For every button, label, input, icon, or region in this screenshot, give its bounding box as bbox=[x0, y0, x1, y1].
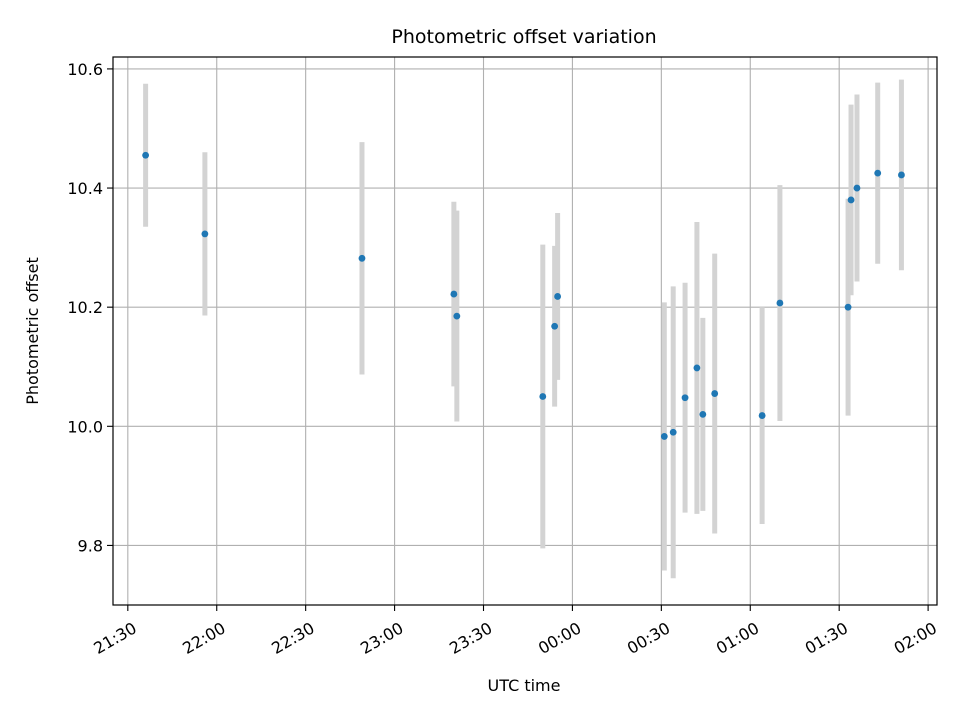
x-axis-label: UTC time bbox=[488, 676, 561, 695]
data-point bbox=[847, 196, 855, 204]
grid-lines bbox=[113, 57, 937, 605]
data-point bbox=[660, 433, 668, 440]
data-point bbox=[874, 169, 882, 177]
data-point bbox=[669, 428, 677, 436]
y-tick-label: 9.8 bbox=[78, 536, 103, 555]
y-axis-ticks: 9.8 10.0 10.2 10.4 10.6 bbox=[67, 60, 113, 555]
data-point bbox=[898, 171, 905, 179]
data-point bbox=[711, 390, 719, 397]
data-point bbox=[693, 364, 701, 372]
data-point bbox=[844, 303, 852, 311]
data-point bbox=[539, 393, 547, 400]
data-point bbox=[681, 394, 689, 402]
y-axis-label: Photometric offset bbox=[23, 257, 42, 405]
y-tick-label: 10.0 bbox=[67, 417, 103, 436]
data-point bbox=[142, 151, 150, 159]
data-point bbox=[453, 312, 461, 320]
data-point bbox=[699, 410, 707, 418]
data-point bbox=[853, 184, 861, 192]
data-point bbox=[358, 254, 366, 262]
data-point bbox=[450, 290, 458, 298]
data-point bbox=[551, 322, 559, 330]
data-point bbox=[776, 299, 784, 307]
data-points bbox=[142, 151, 905, 440]
y-tick-label: 10.6 bbox=[67, 60, 103, 79]
y-tick-label: 10.2 bbox=[67, 298, 103, 317]
chart-title: Photometric offset variation bbox=[391, 26, 656, 48]
data-point bbox=[201, 230, 209, 238]
plot-frame bbox=[112, 56, 938, 606]
data-point bbox=[554, 293, 562, 300]
data-point bbox=[758, 412, 766, 419]
y-tick-label: 10.4 bbox=[67, 179, 103, 198]
